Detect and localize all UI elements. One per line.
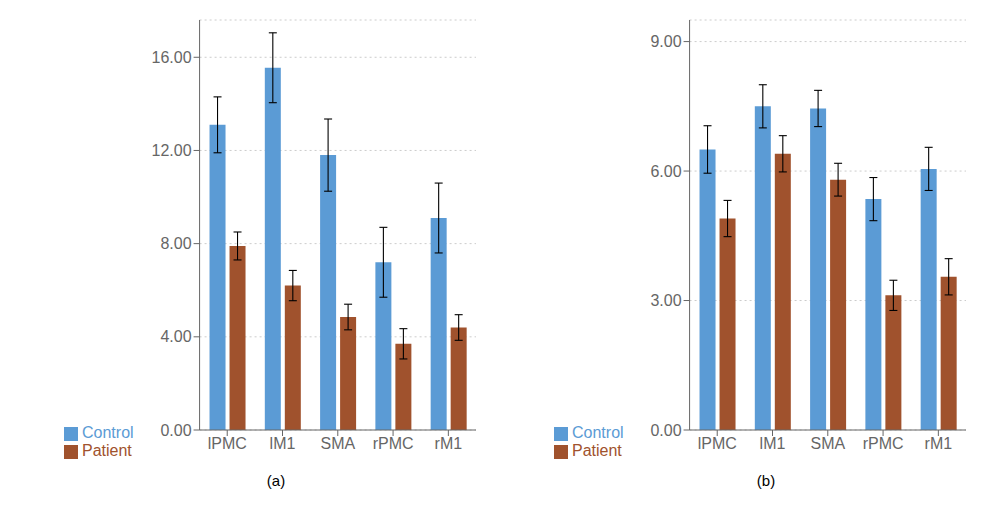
svg-text:8.00: 8.00 [160,235,191,252]
svg-text:rPMC: rPMC [373,435,414,452]
svg-text:lPMC: lPMC [208,435,247,452]
svg-text:rPMC: rPMC [863,435,904,452]
html-text:Patient: Patient [82,442,132,459]
svg-text:6.00: 6.00 [650,163,681,180]
html-text:Control: Control [82,424,134,441]
html-text:Control: Control [572,424,624,441]
svg-text:4.00: 4.00 [160,328,191,345]
svg-text:lM1: lM1 [270,435,296,452]
svg-text:0.00: 0.00 [160,422,191,439]
svg-text:3.00: 3.00 [650,292,681,309]
svg-text:lPMC: lPMC [698,435,737,452]
svg-text:0.00: 0.00 [650,422,681,439]
svg-text:SMA: SMA [320,435,355,452]
svg-text:rM1: rM1 [435,435,463,452]
html-text:(a): (a) [266,472,286,489]
html-text:Patient: Patient [572,442,622,459]
html-text:(b): (b) [756,472,776,489]
svg-text:9.00: 9.00 [650,33,681,50]
svg-text:SMA: SMA [810,435,845,452]
svg-text:lM1: lM1 [760,435,786,452]
svg-text:12.00: 12.00 [152,142,192,159]
svg-text:16.00: 16.00 [152,49,192,66]
svg-text:rM1: rM1 [925,435,953,452]
